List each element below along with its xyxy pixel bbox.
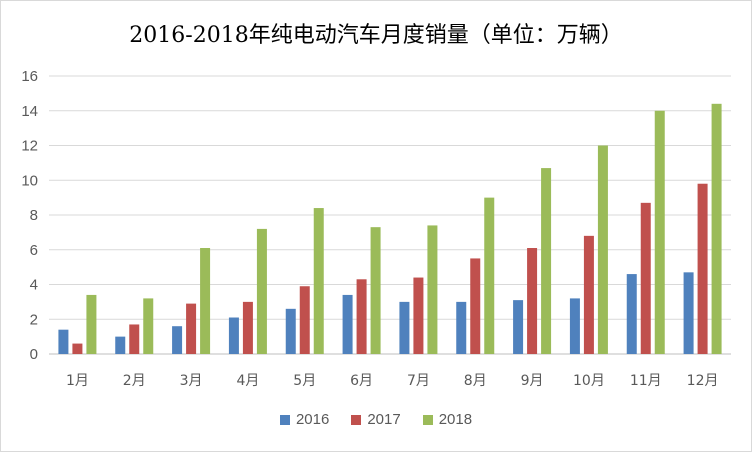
bar-2017	[413, 277, 424, 354]
bar-2017	[186, 303, 197, 354]
y-tick-label: 0	[30, 346, 38, 363]
bar-2018	[484, 197, 495, 354]
y-tick-label: 8	[30, 207, 38, 224]
x-tick-label: 1月	[66, 373, 89, 389]
x-tick-label: 6月	[350, 373, 373, 389]
bar-2016	[172, 326, 183, 354]
bar-2018	[370, 227, 381, 354]
legend-swatch	[279, 414, 290, 425]
bar-2016	[569, 298, 580, 354]
legend-item: 2018	[422, 411, 473, 428]
x-tick-label: 2月	[123, 373, 146, 389]
y-tick-label: 10	[21, 172, 38, 189]
bar-2018	[427, 225, 438, 354]
bar-2017	[640, 202, 651, 354]
chart-title: 2016-2018年纯电动汽车月度销量（单位：万辆）	[129, 23, 623, 48]
legend-swatch	[422, 414, 433, 425]
bar-2016	[228, 317, 239, 354]
bar-2018	[711, 103, 722, 354]
bar-2016	[115, 336, 126, 354]
bar-2016	[513, 300, 524, 354]
bar-2018	[541, 168, 552, 354]
bar-2017	[72, 343, 83, 354]
bar-2018	[86, 294, 97, 354]
bar-2017	[356, 279, 367, 354]
bar-2016	[58, 329, 69, 354]
legend-label: 2016	[295, 411, 330, 428]
y-tick-label: 2	[30, 311, 38, 328]
legend-label: 2017	[367, 411, 401, 428]
legend-item: 2017	[351, 411, 401, 428]
legend-item: 2016	[279, 411, 330, 428]
bar-2016	[456, 301, 467, 354]
x-tick-label: 5月	[293, 373, 316, 389]
bar-2017	[242, 301, 253, 354]
bar-2017	[129, 324, 140, 354]
chart-legend: 2016 2017 2018	[1, 411, 751, 428]
bar-2017	[299, 286, 310, 354]
y-tick-label: 4	[30, 277, 38, 294]
bar-2018	[597, 145, 608, 354]
legend-swatch	[351, 414, 362, 425]
bar-2017	[583, 235, 594, 354]
x-tick-label: 9月	[521, 373, 544, 389]
bar-2016	[342, 294, 353, 354]
y-tick-label: 12	[21, 138, 38, 155]
bar-2016	[285, 308, 296, 354]
x-tick-label: 3月	[180, 373, 203, 389]
bar-2018	[654, 110, 665, 354]
bar-2018	[256, 228, 267, 354]
bar-2018	[200, 248, 211, 354]
x-tick-label: 10月	[573, 373, 605, 389]
bar-2016	[683, 272, 694, 354]
legend-label: 2018	[438, 411, 473, 428]
x-tick-label: 4月	[236, 373, 259, 389]
bar-2017	[527, 248, 538, 354]
y-tick-label: 14	[21, 103, 38, 120]
x-tick-label: 7月	[407, 373, 430, 389]
x-tick-label: 11月	[630, 373, 662, 389]
bar-2018	[143, 298, 154, 354]
bar-2016	[399, 301, 410, 354]
bar-2016	[626, 274, 637, 354]
bar-2017	[697, 183, 708, 354]
bar-2018	[313, 208, 324, 354]
y-tick-label: 16	[21, 68, 38, 85]
bar-2017	[470, 258, 481, 354]
y-tick-label: 6	[30, 242, 38, 259]
x-tick-label: 8月	[464, 373, 487, 389]
x-tick-label: 12月	[687, 373, 719, 389]
